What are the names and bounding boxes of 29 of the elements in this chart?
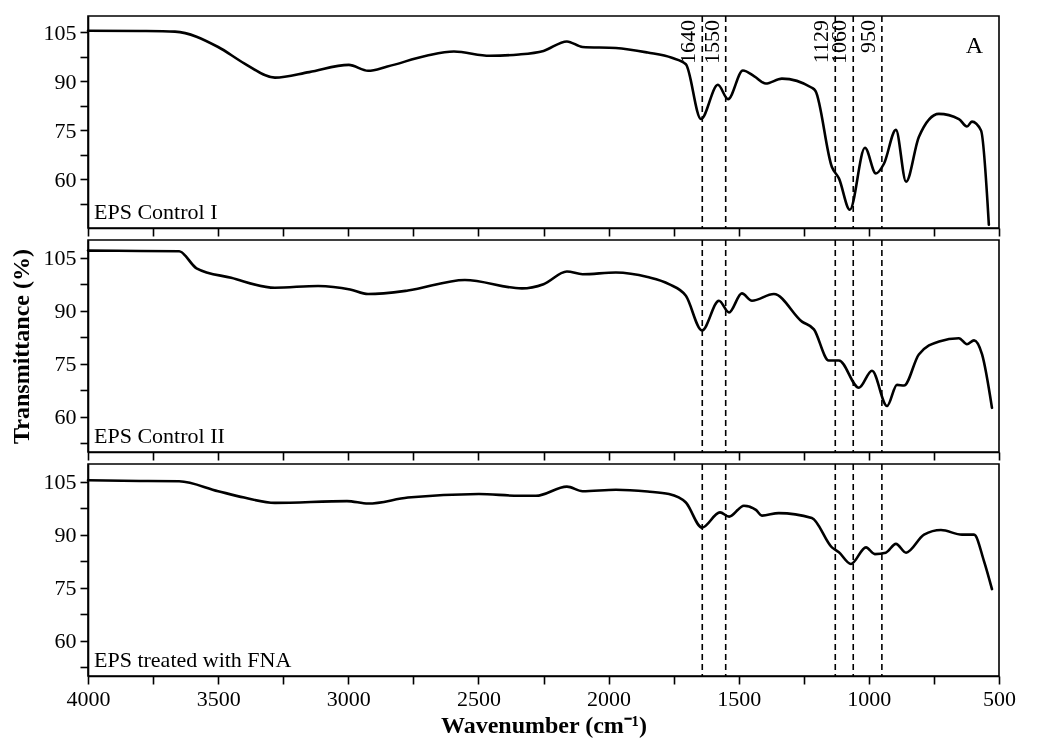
y-axis-title: Transmittance (%)	[7, 249, 34, 444]
annotation: EPS Control II	[94, 423, 225, 448]
y-tick-label: 105	[43, 245, 77, 271]
x-axis-title: Wavenumber (cm⁻¹)	[440, 711, 648, 738]
y-tick-label: 90	[54, 522, 77, 548]
y-tick-label: 105	[43, 19, 77, 45]
y-tick-label: 105	[43, 469, 77, 495]
x-tick-label: 3000	[326, 685, 371, 711]
y-tick-label: 75	[54, 575, 77, 601]
annotation: EPS treated with FNA	[94, 647, 292, 672]
x-tick-label: 3500	[196, 685, 241, 711]
x-tick-label: 500	[983, 685, 1016, 711]
annotation: EPS Control I	[94, 199, 218, 224]
x-tick-label: 1500	[717, 685, 762, 711]
y-tick-label: 60	[54, 628, 77, 654]
annotation: A	[965, 32, 984, 58]
y-tick-label: 75	[54, 117, 77, 143]
y-tick-label: 60	[54, 166, 77, 192]
x-tick-label: 1000	[847, 685, 892, 711]
ref-line-label: 1550	[698, 20, 724, 64]
y-tick-label: 90	[54, 68, 77, 94]
ref-line-label: 1640	[675, 20, 701, 64]
ref-line-label: 950	[854, 20, 880, 53]
x-tick-label: 2000	[587, 685, 632, 711]
x-tick-label: 2500	[456, 685, 501, 711]
x-tick-label: 4000	[66, 685, 111, 711]
y-tick-label: 60	[54, 404, 77, 430]
y-tick-label: 75	[54, 351, 77, 377]
y-tick-label: 90	[54, 298, 77, 324]
